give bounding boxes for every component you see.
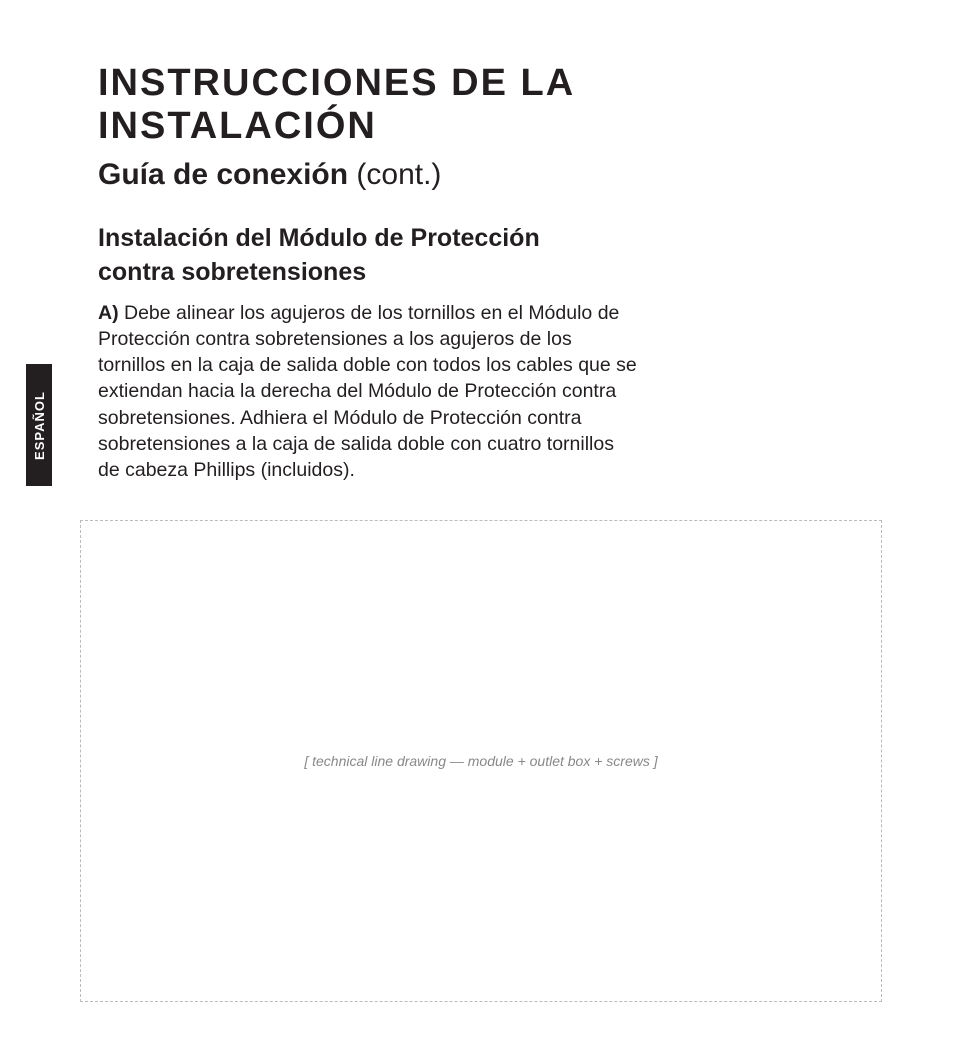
language-tab: ESPAÑOL	[26, 364, 52, 486]
page-subtitle: Guía de conexión (cont.)	[98, 158, 858, 192]
language-tab-label: ESPAÑOL	[32, 391, 47, 460]
step-body: Debe alinear los agujeros de los tornill…	[98, 302, 637, 482]
installation-diagram: [ technical line drawing — module + outl…	[80, 520, 882, 1002]
subtitle-light: (cont.)	[348, 158, 441, 191]
page-content: INSTRUCCIONES DE LA INSTALACIÓN Guía de …	[98, 62, 858, 484]
diagram-note: [ technical line drawing — module + outl…	[304, 753, 657, 769]
page-title: INSTRUCCIONES DE LA INSTALACIÓN	[98, 62, 858, 148]
step-label: A)	[98, 302, 119, 324]
subtitle-bold: Guía de conexión	[98, 158, 348, 191]
step-a-text: A) Debe alinear los agujeros de los torn…	[98, 300, 638, 484]
section-title: Instalación del Módulo de Protección con…	[98, 222, 618, 290]
